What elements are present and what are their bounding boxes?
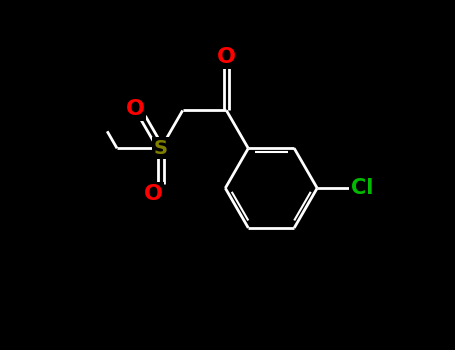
Text: O: O <box>217 47 236 67</box>
Text: Cl: Cl <box>351 178 373 198</box>
Text: O: O <box>126 99 145 119</box>
Text: O: O <box>143 184 162 204</box>
Text: S: S <box>154 139 168 158</box>
